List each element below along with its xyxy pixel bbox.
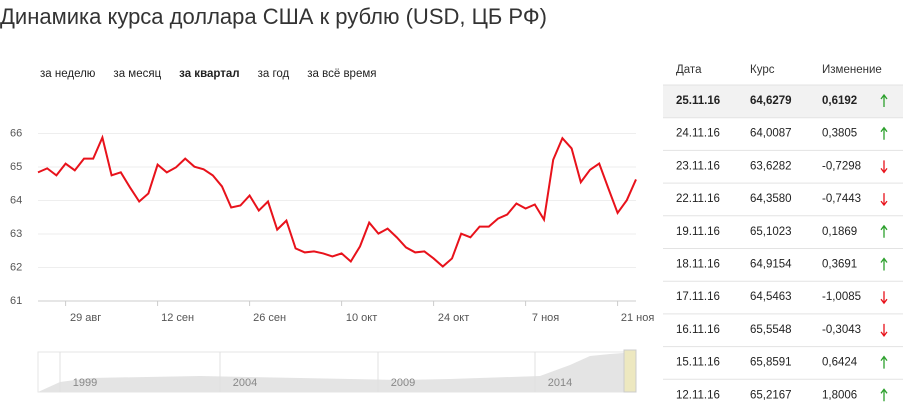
chart-title: Динамика курса доллара США к рублю (USD,… <box>0 4 547 29</box>
table-cell: 64,0087 <box>750 128 792 140</box>
y-tick-label: 65 <box>10 161 22 173</box>
navigator-label: 1999 <box>73 377 97 389</box>
table-cell: 63,6282 <box>750 160 792 172</box>
tab[interactable]: за месяц <box>113 68 161 80</box>
tab[interactable]: за неделю <box>40 68 96 80</box>
table-cell: 16.11.16 <box>676 324 720 336</box>
navigator-label: 2009 <box>391 377 415 389</box>
table-header: Изменение <box>822 64 882 76</box>
table-cell: 24.11.16 <box>676 128 720 140</box>
table-cell: 15.11.16 <box>676 357 720 369</box>
x-tick-label: 24 окт <box>438 312 469 324</box>
table-cell: 0,3691 <box>822 259 857 271</box>
table-cell: 25.11.16 <box>676 95 720 107</box>
change-arrow <box>880 93 888 107</box>
navigator-handle[interactable] <box>623 349 637 393</box>
table-cell: 65,8591 <box>750 357 792 369</box>
navigator-label: 2014 <box>548 377 572 389</box>
table-cell: -0,7443 <box>822 193 861 205</box>
table-cell: 22.11.16 <box>676 193 720 205</box>
navigator-area <box>38 352 636 392</box>
change-arrow <box>880 126 888 140</box>
table-cell: 12.11.16 <box>676 389 720 401</box>
table-cell: 18.11.16 <box>676 259 720 271</box>
tab[interactable]: за всё время <box>307 68 376 80</box>
table-cell: 23.11.16 <box>676 160 720 172</box>
x-tick-label: 21 ноя <box>621 312 654 324</box>
x-tick-label: 29 авг <box>70 312 101 324</box>
table-cell: 64,5463 <box>750 291 792 303</box>
change-arrow <box>880 355 888 369</box>
y-tick-label: 66 <box>10 127 22 139</box>
change-arrow <box>880 160 888 174</box>
x-tick-label: 12 сен <box>161 312 194 324</box>
table-cell: 0,1869 <box>822 226 857 238</box>
table-cell: -0,7298 <box>822 160 861 172</box>
table-cell: 64,3580 <box>750 193 792 205</box>
row-highlight <box>663 85 903 118</box>
table-header: Курс <box>750 64 775 76</box>
x-tick-label: 26 сен <box>253 312 286 324</box>
table-cell: 64,6279 <box>750 95 792 107</box>
table-cell: 65,2167 <box>750 389 792 401</box>
y-tick-label: 64 <box>10 194 22 206</box>
tab[interactable]: за квартал <box>179 68 239 80</box>
change-arrow <box>880 224 888 238</box>
table-cell: 64,9154 <box>750 259 792 271</box>
table-cell: 1,8006 <box>822 389 857 401</box>
navigator <box>37 349 637 393</box>
navigator-label: 2004 <box>233 377 257 389</box>
table-cell: 19.11.16 <box>676 226 720 238</box>
table-cell: 65,5548 <box>750 324 792 336</box>
y-tick-label: 62 <box>10 261 22 273</box>
table-cell: 17.11.16 <box>676 291 720 303</box>
change-arrow <box>880 388 888 402</box>
table-header: Дата <box>676 64 702 76</box>
table-cell: 65,1023 <box>750 226 792 238</box>
tab[interactable]: за год <box>258 68 290 80</box>
y-tick-label: 61 <box>10 295 22 307</box>
change-arrow <box>880 291 888 305</box>
x-tick-label: 10 окт <box>346 312 377 324</box>
table-cell: -0,3043 <box>822 324 861 336</box>
x-tick-label: 7 ноя <box>532 312 559 324</box>
change-arrow <box>880 257 888 271</box>
table-cell: 0,6192 <box>822 95 857 107</box>
change-arrow <box>880 323 888 337</box>
table-cell: 0,6424 <box>822 357 858 369</box>
change-arrow <box>880 193 888 207</box>
table-cell: -1,0085 <box>822 291 861 303</box>
y-tick-label: 63 <box>10 228 22 240</box>
line <box>37 134 637 268</box>
table-cell: 0,3805 <box>822 128 857 140</box>
